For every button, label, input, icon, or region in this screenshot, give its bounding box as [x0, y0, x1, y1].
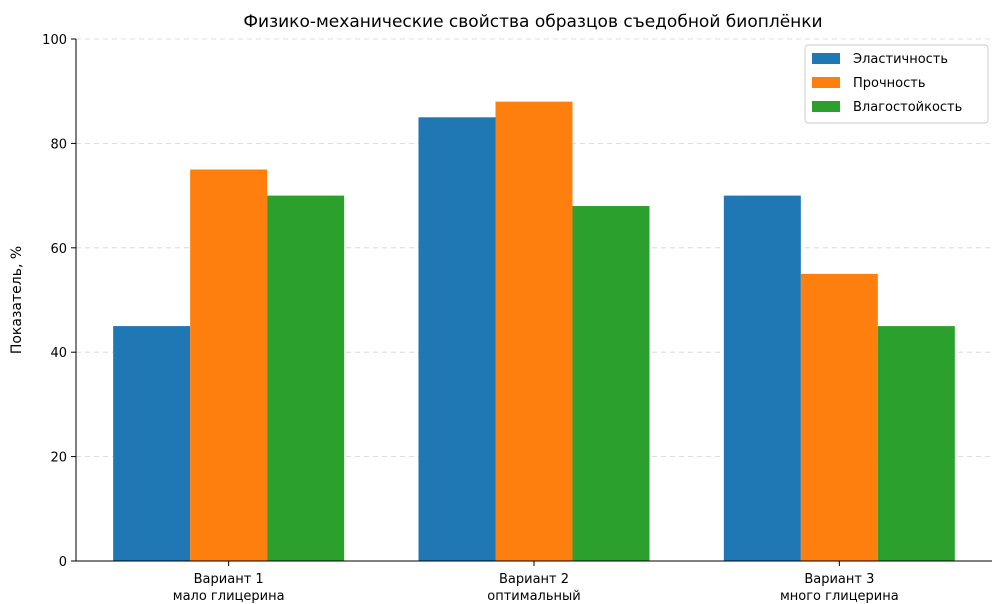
bar-2-3 — [800, 273, 878, 561]
bar-1-3 — [723, 195, 801, 561]
legend-label-3: Влагостойкость — [853, 100, 962, 115]
legend-swatch-2 — [812, 77, 840, 88]
legend-swatch-1 — [812, 53, 840, 64]
x-tick-label: Вариант 2 — [499, 572, 569, 587]
legend-swatch-3 — [812, 101, 840, 112]
legend-label-2: Прочность — [853, 76, 926, 91]
x-tick-label: оптимальный — [487, 589, 580, 604]
legend: Эластичность Прочность Влагостойкость — [804, 44, 989, 124]
bar-3-2 — [572, 206, 650, 562]
bar-1-2 — [418, 117, 496, 562]
bar-2-2 — [495, 101, 573, 561]
y-tick-label: 80 — [50, 137, 67, 152]
x-tick-label: много глицерина — [780, 589, 899, 604]
bar-2-1 — [190, 169, 268, 561]
bar-3-3 — [877, 326, 955, 561]
bar-1-1 — [113, 326, 191, 561]
y-tick-label: 20 — [50, 451, 67, 466]
y-axis-label: Показатель, % — [9, 246, 25, 354]
bar-3-1 — [267, 195, 345, 561]
y-tick-label: 60 — [50, 242, 67, 257]
y-tick-label: 40 — [50, 346, 67, 361]
y-tick-label: 100 — [42, 33, 67, 48]
x-tick-label: мало глицерина — [173, 589, 285, 604]
x-tick-label: Вариант 3 — [804, 572, 874, 587]
chart-title: Физико-механические свойства образцов съ… — [243, 12, 822, 32]
y-tick-labels: 0 20 40 60 80 100 — [42, 33, 76, 570]
legend-label-1: Эластичность — [853, 52, 948, 67]
x-tick-labels: Вариант 1 мало глицерина Вариант 2 оптималь… — [173, 561, 899, 604]
legend-box — [804, 44, 989, 124]
x-tick-label: Вариант 1 — [194, 572, 264, 587]
y-tick-label: 0 — [59, 555, 67, 570]
bars — [113, 101, 955, 562]
